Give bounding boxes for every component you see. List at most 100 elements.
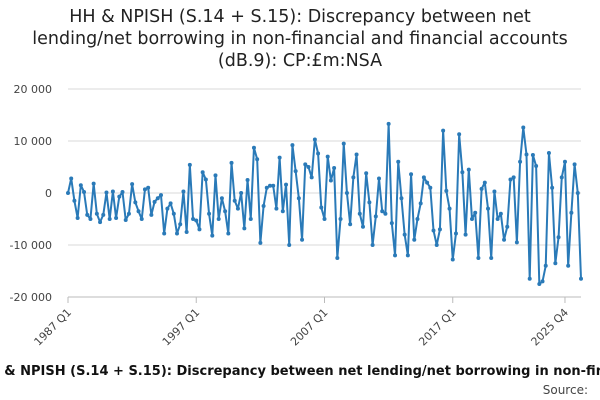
y-tick-label: 10 000 [14,135,53,148]
data-point [223,209,228,214]
data-point [219,196,224,201]
chart-title-line-2: lending/net borrowing in non-financial a… [32,29,568,49]
data-point [486,206,491,211]
data-point [290,143,295,148]
data-point [146,185,151,190]
data-point [469,217,474,221]
data-point [264,185,269,190]
data-point [421,175,426,180]
data-point [142,187,147,192]
x-tick-label: 1987 Q1 [32,306,75,349]
data-point [82,189,87,194]
data-point [479,186,484,191]
data-point [94,211,99,216]
data-point [293,169,298,174]
y-tick-label: -10 000 [10,239,52,252]
data-point [540,279,545,284]
data-point [213,173,218,178]
data-point [453,231,458,236]
data-point [271,183,276,188]
data-point [277,155,282,160]
data-point [502,237,507,242]
data-point [393,253,398,258]
data-point [191,217,196,221]
data-point [579,276,583,281]
data-point [88,217,93,221]
data-point [171,211,176,216]
data-point [168,201,173,206]
data-point [559,175,564,180]
data-point [344,191,349,195]
data-point [235,206,240,211]
data-point [537,282,542,286]
data-point [463,232,468,237]
data-point [229,160,234,165]
data-point [572,162,577,167]
data-point [380,209,385,214]
series-points-layer [66,121,583,286]
data-point [187,162,192,167]
data-point [386,121,391,126]
data-point [178,222,183,227]
data-point [123,218,128,223]
data-point [261,204,266,208]
data-point [216,217,221,221]
y-tick-label: -20 000 [10,291,52,304]
data-point [508,177,513,182]
data-point [245,178,250,182]
data-point [226,231,231,236]
data-point [377,176,382,181]
y-tick-label: 20 000 [14,83,53,96]
data-point [120,189,125,194]
y-tick-label: 0 [45,187,52,200]
x-axis: 1987 Q1 1997 Q1 2007 Q1 2017 Q1 2025 Q4 [32,296,581,349]
data-point [514,240,519,245]
data-point [197,227,202,232]
data-point [200,170,205,175]
data-point [203,177,208,182]
data-point [518,159,523,164]
data-point [476,256,481,260]
data-point [428,185,433,190]
data-point [152,199,157,204]
data-point [207,211,212,216]
data-point [412,237,417,242]
data-point [562,159,567,164]
data-point [332,166,337,171]
data-point [389,221,394,226]
data-point [450,257,455,262]
data-point [489,256,494,260]
data-point [328,178,333,183]
data-point [72,198,77,203]
data-point [354,152,359,157]
data-point [312,137,317,142]
data-point [437,227,442,232]
chart-title: HH & NPISH (S.14 + S.15): Discrepancy be… [0,6,600,72]
data-point [181,189,186,194]
data-point [383,211,388,216]
data-point [409,172,414,177]
data-point [66,191,70,195]
series-line [67,122,582,285]
data-point [492,189,497,194]
data-point [69,176,74,181]
data-point [473,210,478,215]
series-line-layer [67,122,582,285]
data-point [399,196,404,201]
data-point [396,159,401,164]
data-point [370,243,375,247]
data-point [155,196,160,201]
data-point [322,217,327,221]
data-point [505,224,510,229]
data-point [460,170,465,175]
legend-label: HH & NPISH (S.14 + S.15): Discrepancy be… [0,364,600,379]
data-point [85,212,90,217]
data-point [482,180,487,185]
data-point [341,141,346,146]
data-point [534,163,539,168]
data-point [165,206,170,211]
data-point [248,217,253,221]
data-point [495,217,500,221]
data-point [184,230,189,234]
data-point [569,210,574,215]
